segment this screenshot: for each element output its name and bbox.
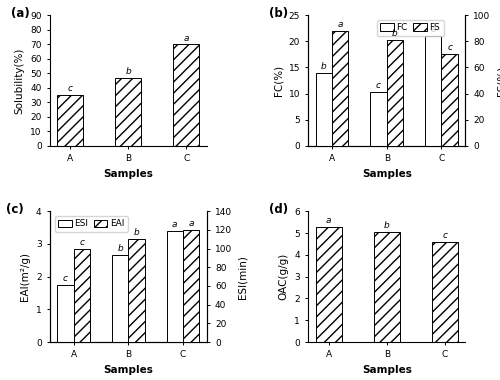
Bar: [374, 232, 400, 342]
Y-axis label: ESI(min): ESI(min): [238, 255, 248, 299]
Text: a: a: [430, 25, 436, 34]
Bar: [183, 230, 200, 342]
Text: c: c: [63, 274, 68, 283]
Bar: [316, 226, 342, 342]
Bar: [332, 31, 348, 146]
Text: (c): (c): [6, 203, 24, 217]
Y-axis label: FS(%): FS(%): [496, 65, 500, 96]
Bar: [115, 78, 141, 146]
Text: a: a: [326, 216, 332, 225]
Text: c: c: [68, 84, 72, 93]
Bar: [166, 231, 183, 342]
Text: a: a: [338, 20, 343, 29]
Y-axis label: OAC(g/g): OAC(g/g): [279, 253, 289, 300]
Text: b: b: [126, 67, 131, 76]
Text: b: b: [321, 62, 326, 71]
Bar: [425, 36, 442, 146]
Text: b: b: [384, 221, 390, 230]
Bar: [442, 54, 458, 146]
Bar: [174, 44, 200, 146]
Text: b: b: [134, 228, 140, 238]
Y-axis label: EAI(m²/g): EAI(m²/g): [20, 252, 30, 301]
Bar: [112, 255, 128, 342]
Text: c: c: [80, 238, 84, 247]
Text: (b): (b): [269, 7, 288, 21]
Bar: [57, 95, 84, 146]
Y-axis label: Solubility(%): Solubility(%): [14, 48, 24, 114]
Text: c: c: [442, 231, 448, 240]
Text: (d): (d): [269, 203, 288, 217]
Text: b: b: [392, 29, 398, 38]
Y-axis label: FC(%): FC(%): [273, 65, 283, 96]
Legend: FC, FS: FC, FS: [376, 20, 444, 36]
Text: a: a: [184, 33, 189, 43]
X-axis label: Samples: Samples: [362, 169, 412, 179]
Text: a: a: [172, 220, 178, 229]
Bar: [432, 242, 458, 342]
Bar: [386, 40, 403, 146]
Bar: [128, 239, 144, 342]
X-axis label: Samples: Samples: [362, 365, 412, 375]
Bar: [370, 92, 386, 146]
Text: c: c: [447, 43, 452, 52]
Text: (a): (a): [11, 7, 30, 21]
Legend: ESI, EAI: ESI, EAI: [54, 216, 128, 232]
Text: b: b: [117, 244, 123, 253]
Text: a: a: [188, 219, 194, 228]
Bar: [57, 285, 74, 342]
X-axis label: Samples: Samples: [104, 169, 153, 179]
X-axis label: Samples: Samples: [104, 365, 153, 375]
Text: c: c: [376, 81, 381, 90]
Bar: [316, 73, 332, 146]
Bar: [74, 249, 90, 342]
